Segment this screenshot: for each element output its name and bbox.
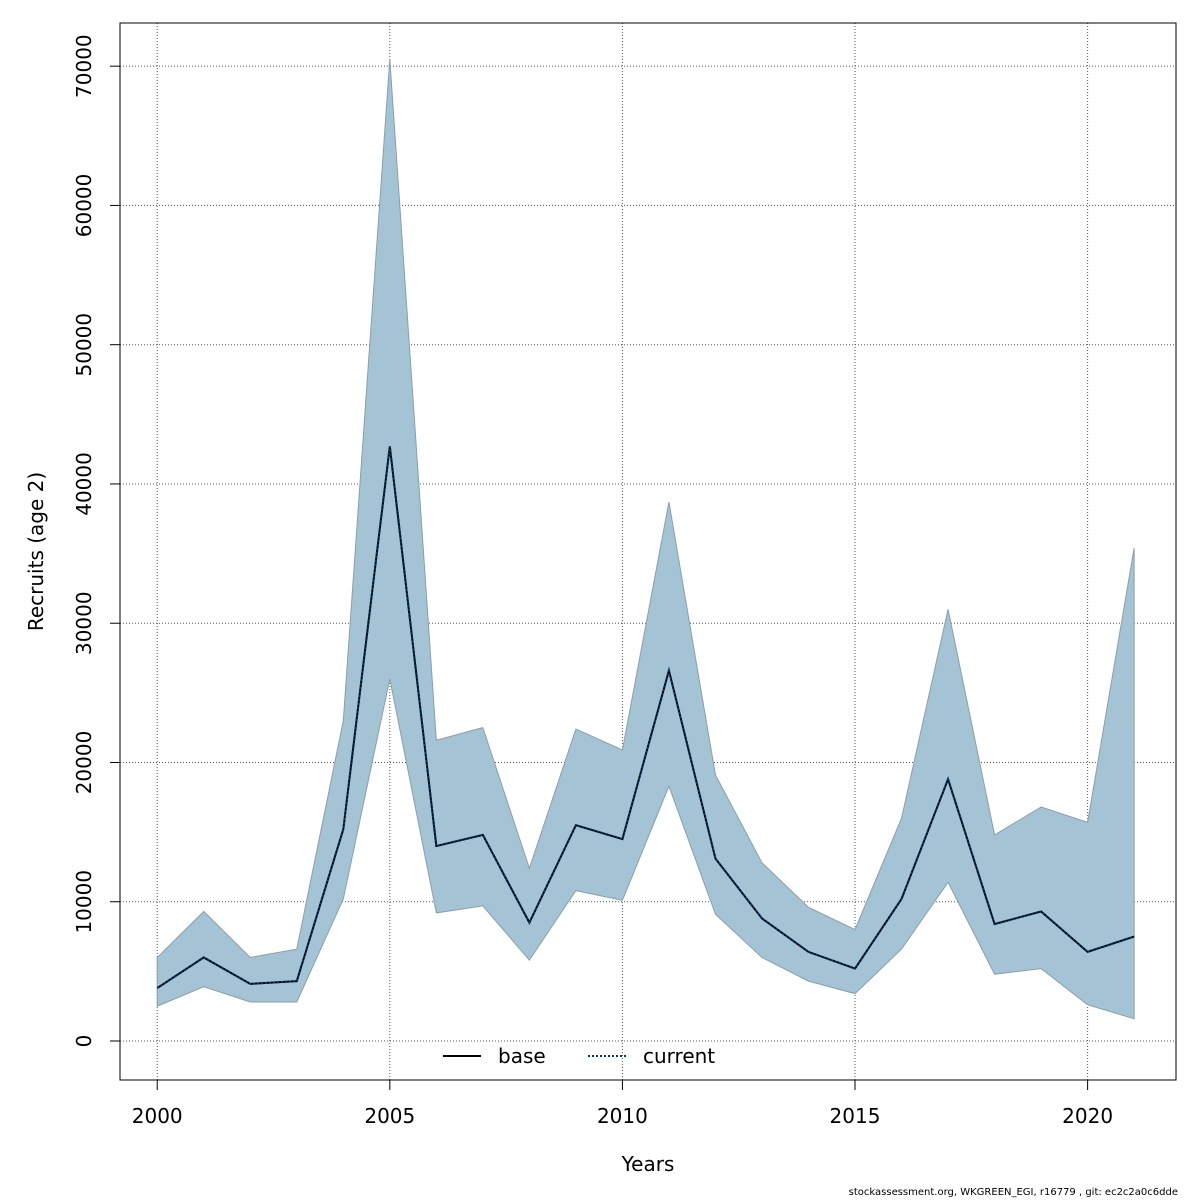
y-axis: 0 10000 20000 30000 40000 50000 60000 70000 <box>72 34 120 1047</box>
y-tick-label-70000: 70000 <box>72 34 96 98</box>
y-tick-label-50000: 50000 <box>72 313 96 377</box>
legend: base current <box>443 1044 715 1068</box>
y-tick-label-20000: 20000 <box>72 731 96 795</box>
x-tick-label-2020: 2020 <box>1062 1104 1113 1128</box>
series-line-current <box>156 446 1135 989</box>
legend-label-base: base <box>498 1044 546 1068</box>
y-tick-label-0: 0 <box>72 1035 96 1048</box>
confidence-band <box>156 59 1135 1020</box>
y-tick-label-60000: 60000 <box>72 174 96 238</box>
y-tick-label-10000: 10000 <box>72 870 96 934</box>
x-tick-label-2015: 2015 <box>830 1104 881 1128</box>
y-tick-label-30000: 30000 <box>72 591 96 655</box>
x-axis-title: Years <box>621 1152 675 1176</box>
y-tick-label-40000: 40000 <box>72 452 96 516</box>
x-tick-label-2010: 2010 <box>597 1104 648 1128</box>
x-tick-label-2000: 2000 <box>132 1104 183 1128</box>
x-axis: 2000 2005 2010 2015 2020 <box>132 1080 1113 1128</box>
footer-credit: stockassessment.org, WKGREEN_EGI, r16779… <box>848 1187 1178 1198</box>
y-axis-title: Recruits (age 2) <box>24 472 48 631</box>
series-lines <box>156 446 1135 989</box>
x-tick-label-2005: 2005 <box>364 1104 415 1128</box>
plot-border <box>119 22 1177 1081</box>
legend-label-current: current <box>643 1044 715 1068</box>
